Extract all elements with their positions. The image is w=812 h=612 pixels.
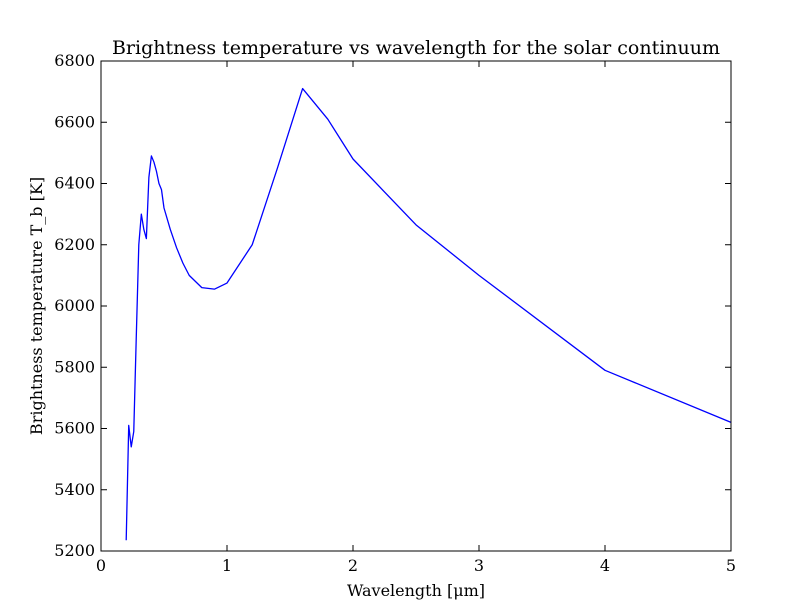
y-tick-label: 5800 [54, 357, 95, 376]
y-tick-label: 6800 [54, 51, 95, 70]
y-tick-label: 5400 [54, 480, 95, 499]
plot-area: 0 1 2 3 4 5 5200 5400 5600 5800 6000 6200 6400 6600 68… [54, 51, 736, 575]
x-tick-label: 5 [726, 556, 736, 575]
y-tick-label: 6600 [54, 112, 95, 131]
x-tick-label: 2 [348, 556, 358, 575]
x-tick-label: 3 [474, 556, 484, 575]
y-tick-label: 6200 [54, 235, 95, 254]
y-tick-label: 5600 [54, 419, 95, 438]
x-tick-label: 0 [96, 556, 106, 575]
series-line [125, 87, 732, 541]
chart-title: Brightness temperature vs wavelength for… [112, 37, 720, 59]
y-tick-label: 6000 [54, 296, 95, 315]
y-axis-label: Brightness temperature T_b [K] [27, 177, 46, 435]
y-tick-label: 6400 [54, 174, 95, 193]
y-tick-label: 5200 [54, 541, 95, 560]
x-axis-label: Wavelength [μm] [347, 581, 485, 600]
x-tick-label: 4 [600, 556, 610, 575]
x-tick-label: 1 [222, 556, 232, 575]
